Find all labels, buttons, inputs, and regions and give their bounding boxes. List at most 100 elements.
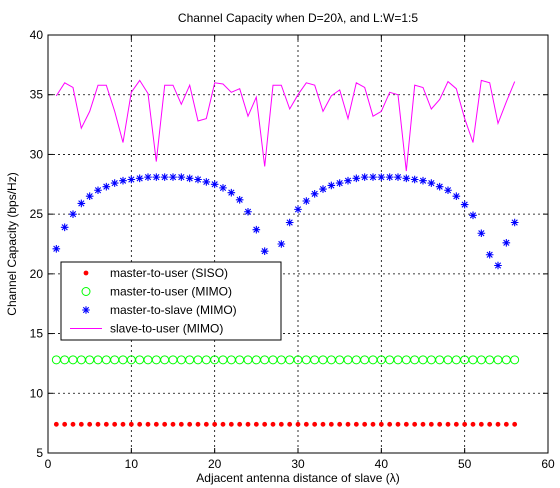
data-point <box>210 180 219 189</box>
data-point <box>226 355 236 365</box>
data-point <box>68 355 78 365</box>
data-point <box>144 173 152 181</box>
data-point <box>170 421 176 427</box>
x-tick-label: 60 <box>541 457 555 471</box>
series-1 <box>53 421 518 427</box>
y-tick-label: 15 <box>30 327 44 341</box>
data-point <box>476 355 486 365</box>
data-point <box>251 355 261 365</box>
data-point <box>503 421 509 427</box>
data-point <box>368 355 378 365</box>
data-point <box>145 421 151 427</box>
data-point <box>143 355 153 365</box>
data-point <box>360 173 369 181</box>
data-point <box>76 355 86 365</box>
data-point <box>126 355 136 365</box>
data-point <box>318 355 328 365</box>
data-point <box>403 421 409 427</box>
data-point <box>369 173 377 181</box>
data-point <box>402 174 411 183</box>
data-point <box>495 421 501 427</box>
x-tick-label: 30 <box>291 457 305 471</box>
data-point <box>387 421 393 427</box>
x-tick-label: 0 <box>45 457 52 471</box>
data-point <box>337 421 343 427</box>
axis-ticks: 0 10 20 30 40 50 60 5 10 15 20 25 30 35 40 <box>30 28 555 471</box>
y-tick-label: 25 <box>30 207 44 221</box>
y-tick-label: 10 <box>30 386 44 400</box>
data-point <box>462 421 468 427</box>
data-point <box>393 355 403 365</box>
data-point <box>360 355 370 365</box>
data-point <box>94 186 102 195</box>
data-point <box>494 261 502 270</box>
data-point <box>512 421 518 427</box>
data-point <box>260 247 269 255</box>
data-point <box>160 355 170 365</box>
data-point <box>468 355 478 365</box>
data-point <box>60 223 69 232</box>
y-tick-label: 30 <box>30 147 44 161</box>
data-point <box>487 421 493 427</box>
data-point <box>319 185 327 193</box>
grid-lines <box>48 35 548 453</box>
data-point <box>460 355 470 365</box>
data-point <box>502 239 511 247</box>
data-point <box>418 355 428 365</box>
x-tick-label: 10 <box>125 457 139 471</box>
data-point <box>328 421 334 427</box>
data-point <box>420 421 426 427</box>
data-point <box>262 421 268 427</box>
data-point <box>218 355 228 365</box>
data-point <box>287 421 293 427</box>
legend-swatch <box>82 306 90 314</box>
data-point <box>294 205 302 214</box>
legend-swatch <box>83 270 89 276</box>
data-point <box>443 355 453 365</box>
data-point <box>477 229 486 238</box>
data-point <box>212 421 218 427</box>
data-point <box>137 421 143 427</box>
data-point <box>268 355 278 365</box>
x-tick-label: 20 <box>208 457 222 471</box>
data-point <box>453 421 459 427</box>
data-point <box>376 355 386 365</box>
data-point <box>437 421 443 427</box>
data-point <box>295 421 301 427</box>
data-point <box>485 355 495 365</box>
data-point <box>345 421 351 427</box>
data-point <box>118 355 128 365</box>
data-point <box>253 421 259 427</box>
data-point <box>160 173 169 181</box>
y-axis-label: Channel Capacity (bps/Hz) <box>5 172 19 315</box>
data-point <box>353 421 359 427</box>
data-point <box>370 421 376 427</box>
y-tick-label: 40 <box>30 28 44 42</box>
data-point <box>245 421 251 427</box>
legend-item: master-to-slave (MIMO) <box>82 303 237 317</box>
data-point <box>195 421 201 427</box>
data-point <box>378 421 384 427</box>
data-point <box>177 173 186 181</box>
data-point <box>343 355 353 365</box>
legend-label: master-to-slave (MIMO) <box>110 303 237 317</box>
data-point <box>235 196 244 204</box>
data-point <box>385 355 395 365</box>
data-point <box>169 173 177 181</box>
data-point <box>302 197 311 205</box>
data-point <box>235 355 245 365</box>
data-point <box>510 218 519 227</box>
x-axis-label: Adjacent antenna distance of slave (λ) <box>196 471 399 485</box>
data-point <box>110 179 119 187</box>
data-point <box>193 355 203 365</box>
data-point <box>478 421 484 427</box>
data-point <box>252 225 261 234</box>
legend-items: master-to-user (SISO) master-to-user (MIM… <box>70 266 237 336</box>
data-point <box>444 186 452 195</box>
y-tick-label: 20 <box>30 267 44 281</box>
data-point <box>210 355 220 365</box>
data-point <box>87 421 93 427</box>
data-point <box>362 421 368 427</box>
data-point <box>60 355 70 365</box>
